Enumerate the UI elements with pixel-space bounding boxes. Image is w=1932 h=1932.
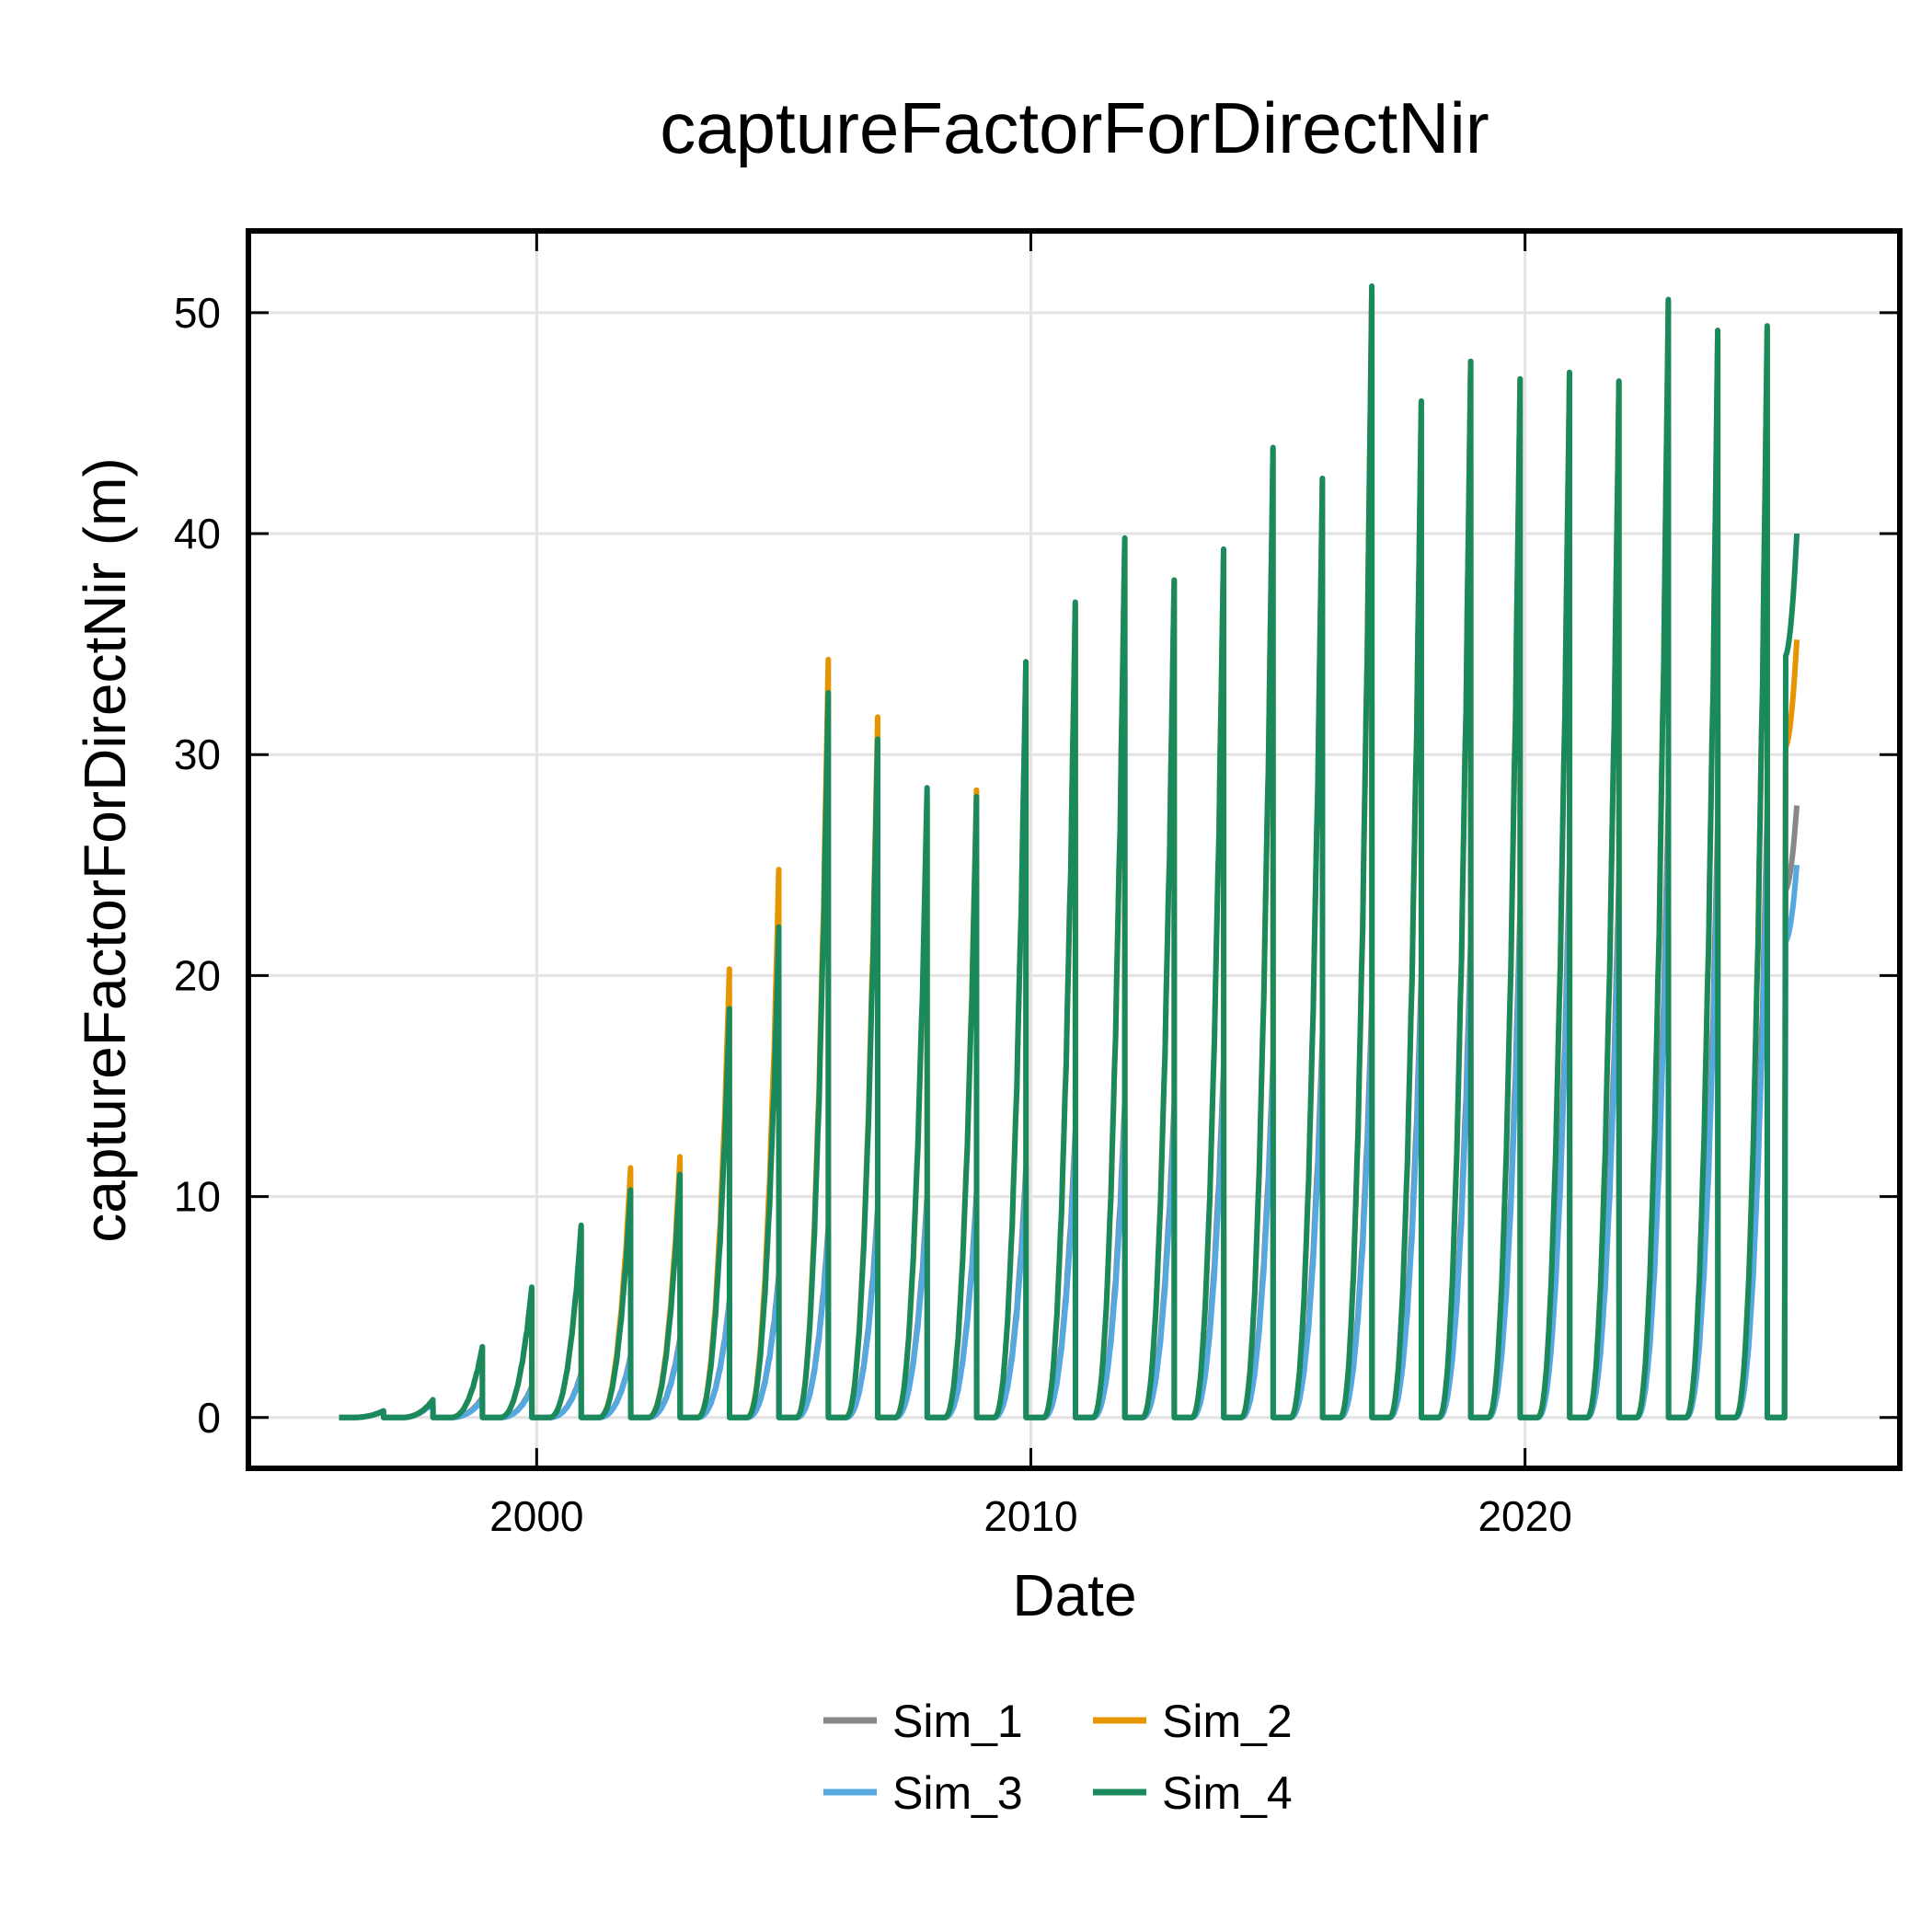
plot-frame	[246, 228, 1903, 1471]
y-tick-label: 0	[197, 1394, 221, 1442]
y-tick-label: 40	[174, 510, 221, 558]
series-lines	[339, 283, 1800, 1420]
y-axis-label: captureFactorForDirectNir (m)	[72, 457, 138, 1242]
x-tick-label: 2010	[983, 1492, 1077, 1540]
y-tick-labels: 0 10 20 30 40 50	[174, 289, 221, 1442]
x-tick-label: 2020	[1478, 1492, 1571, 1540]
axis-ticks	[248, 231, 1900, 1468]
chart-title: captureFactorForDirectNir	[660, 87, 1489, 168]
x-tick-labels: 2000 2010 2020	[489, 1492, 1572, 1540]
legend: Sim_1 Sim_2 Sim_3 Sim_4	[823, 1696, 1293, 1819]
y-tick-label: 30	[174, 730, 221, 778]
legend-label-sim-4: Sim_4	[1162, 1767, 1293, 1819]
legend-label-sim-3: Sim_3	[892, 1767, 1023, 1819]
x-axis-label: Date	[1012, 1562, 1136, 1628]
series-line-sim-4	[339, 283, 1800, 1420]
y-tick-label: 10	[174, 1173, 221, 1221]
y-tick-label: 50	[174, 289, 221, 337]
y-tick-label: 20	[174, 951, 221, 999]
legend-label-sim-2: Sim_2	[1162, 1696, 1293, 1747]
legend-label-sim-1: Sim_1	[892, 1696, 1023, 1747]
x-tick-label: 2000	[489, 1492, 583, 1540]
